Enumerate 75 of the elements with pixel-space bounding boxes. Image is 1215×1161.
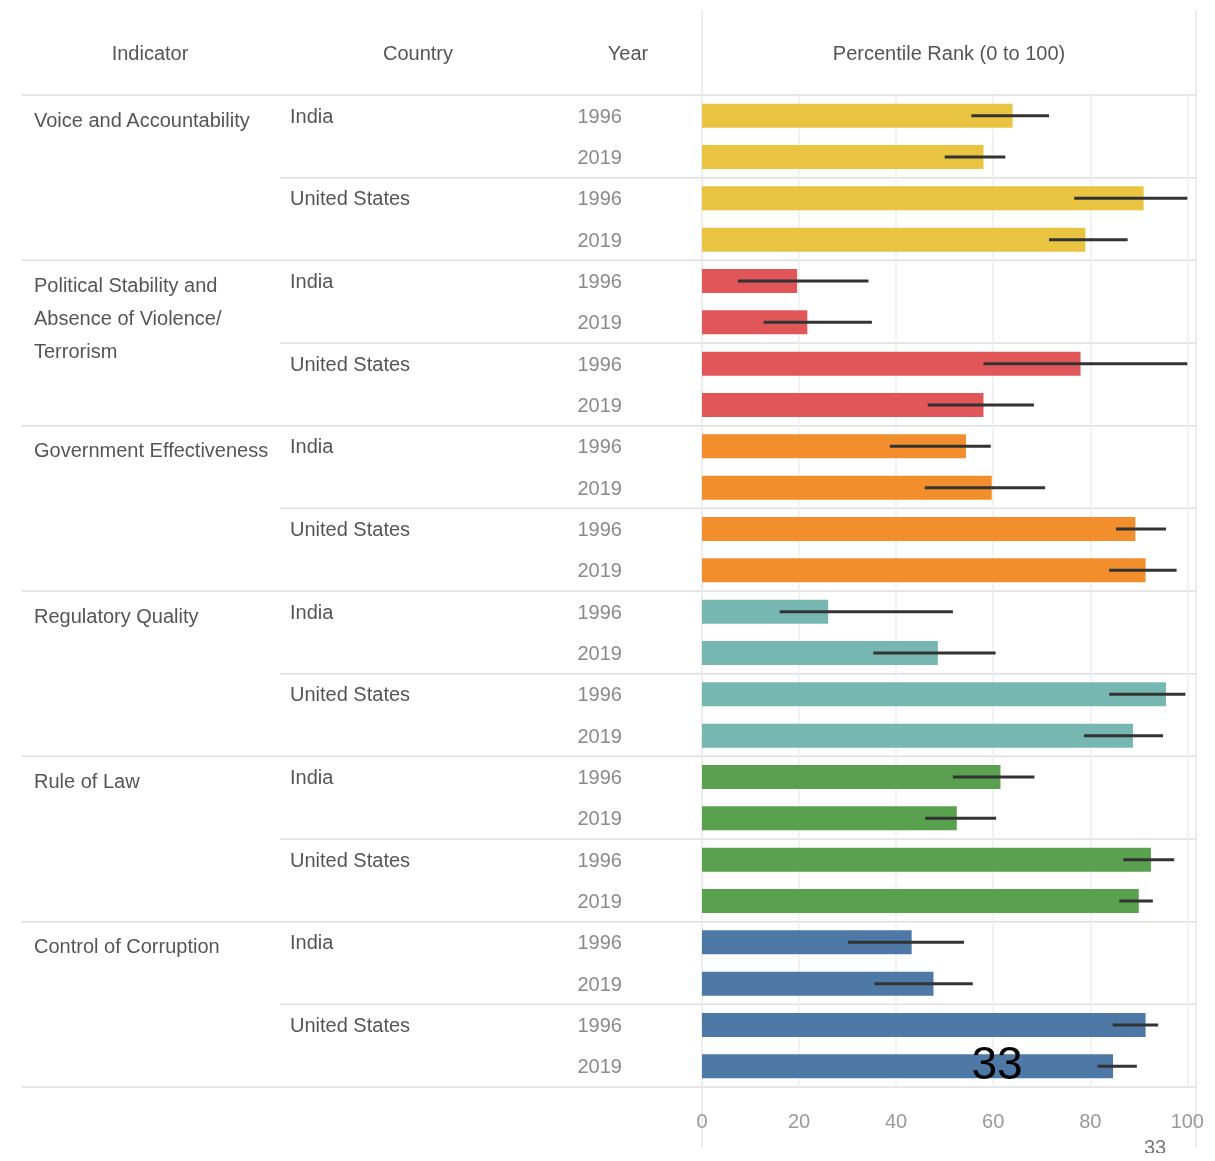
text: India (290, 435, 335, 458)
y-tick-label: 1996 (577, 104, 622, 127)
y-tick-label: 2019 (577, 724, 622, 747)
x-axis-title: Percentile Rank (0 to 100) (832, 42, 1066, 64)
y-tick-label: 2019 (577, 394, 622, 416)
y-tick-label: 1996 (577, 270, 622, 292)
y-tick-label: 1996 (577, 435, 622, 458)
y-tick-label: 1996 (577, 352, 622, 375)
text: Year (607, 42, 649, 64)
y-tick-label: 2019 (577, 311, 622, 334)
text: United States (290, 352, 411, 375)
bar (702, 971, 934, 996)
bar (702, 310, 808, 335)
bar (702, 269, 798, 293)
text: Voice and Accountability (34, 108, 250, 131)
bar (702, 227, 1086, 252)
bar (702, 434, 967, 459)
bar (702, 641, 938, 665)
bar (702, 393, 984, 417)
bar (702, 517, 1136, 541)
bar (702, 351, 1081, 376)
y-tick-label: 1996 (577, 518, 622, 540)
y-tick-label: 2019 (577, 642, 622, 664)
text: Political Stability and Absence of Violence/Terrorism (34, 273, 223, 362)
y-tick-label: 1996 (577, 600, 622, 623)
x-tick-label: 0 (696, 1110, 708, 1132)
y-tick-label: 1996 (577, 848, 622, 871)
y-tick-label: 1996 (577, 187, 622, 210)
y-tick-label: 2019 (577, 1055, 622, 1078)
text: Rule of Law (34, 769, 141, 792)
text: United States (290, 518, 411, 540)
bar (702, 599, 829, 624)
text: United States (290, 848, 411, 871)
text: India (290, 931, 335, 954)
y-tick-label: 2019 (577, 807, 622, 830)
bar (702, 930, 912, 955)
bar (702, 847, 1151, 872)
y-tick-label: 2019 (577, 972, 622, 995)
text: India (290, 766, 335, 788)
text: Government Effectiveness (34, 439, 269, 462)
y-tick-label: 1996 (577, 766, 622, 788)
x-tick-label: 100 (1170, 1110, 1204, 1132)
y-tick-label: 2019 (577, 228, 622, 251)
x-tick-label: 60 (982, 1110, 1005, 1132)
text: United States (290, 683, 411, 706)
text: India (290, 270, 335, 292)
text: United States (290, 187, 411, 210)
bar (702, 682, 1166, 707)
bar (702, 723, 1133, 748)
bar (702, 806, 957, 831)
bar (702, 186, 1144, 211)
text: Control of Corruption (34, 935, 220, 958)
text: Regulatory Quality (34, 604, 199, 627)
bar (702, 889, 1139, 913)
y-tick-label: 1996 (577, 683, 622, 706)
text: Country (382, 42, 454, 64)
x-tick-label: 40 (885, 1110, 908, 1132)
y-tick-label: 1996 (577, 931, 622, 954)
bar (702, 558, 1146, 583)
y-tick-label: 2019 (577, 146, 622, 168)
text: United States (290, 1014, 411, 1036)
y-tick-label: 2019 (577, 890, 622, 912)
bar (702, 475, 992, 500)
text: Indicator (111, 42, 189, 64)
x-tick-label: 80 (1079, 1110, 1102, 1132)
y-tick-label: 2019 (577, 476, 622, 499)
y-tick-label: 2019 (577, 559, 622, 582)
y-tick-label: 1996 (577, 1014, 622, 1036)
bar (702, 765, 1001, 789)
x-tick-label: 20 (787, 1110, 811, 1132)
bar (702, 103, 1013, 128)
bar (702, 1013, 1146, 1037)
text: India (290, 104, 335, 127)
text: India (290, 600, 335, 623)
bar (702, 145, 984, 169)
